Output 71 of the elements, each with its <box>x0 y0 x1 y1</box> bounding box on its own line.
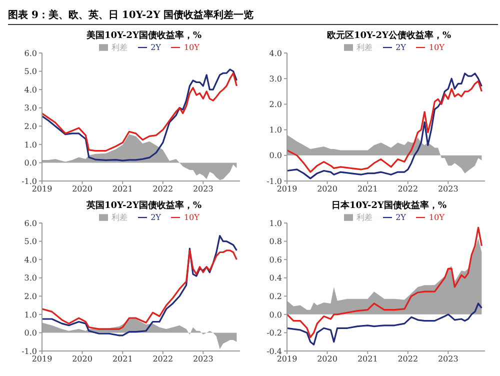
chart-title: 欧元区10Y-2Y公债收益率，% <box>326 29 452 41</box>
legend-label: 利差 <box>112 213 128 222</box>
y-tick-label: 0.0 <box>24 158 37 168</box>
y-tick-label: 3.0 <box>24 104 37 113</box>
line-series <box>287 302 482 346</box>
y-tick-label: 1.0 <box>269 218 282 228</box>
y-tick-label: 4.0 <box>24 255 37 264</box>
y-tick-label: 5.0 <box>24 67 37 76</box>
x-tick-label: 2021 <box>112 184 133 194</box>
line-series <box>42 250 238 330</box>
y-tick-label: -0.2 <box>266 328 282 338</box>
x-tick-label: 2020 <box>72 184 92 194</box>
y-tick-label: -1.0 <box>22 346 37 356</box>
legend-label: 2Y <box>150 213 161 222</box>
chart-title: 美国10Y-2Y国债收益率，% <box>85 29 203 41</box>
y-tick-label: 0.4 <box>269 274 282 283</box>
y-tick-label: 5.0 <box>24 237 37 246</box>
y-tick-label: 2.0 <box>24 122 37 131</box>
x-tick-label: 2023 <box>192 184 214 194</box>
legend-label: 10Y <box>184 43 200 52</box>
y-tick-label: -1.0 <box>22 176 37 186</box>
legend-label: 利差 <box>112 43 128 52</box>
legend-label: 2Y <box>150 43 161 52</box>
y-tick-label: 0.0 <box>269 151 282 160</box>
y-tick-label: 6.0 <box>24 48 37 58</box>
y-tick-label: 4.0 <box>269 48 282 58</box>
x-tick-label: 2023 <box>192 354 214 364</box>
line-series <box>287 226 482 338</box>
y-tick-label: 1.0 <box>269 126 282 135</box>
legend-label: 利差 <box>356 213 373 222</box>
x-tick-label: 2022 <box>398 184 418 194</box>
x-tick-label: 2020 <box>317 184 338 194</box>
x-tick-label: 2019 <box>32 354 52 364</box>
x-tick-label: 2019 <box>276 184 298 194</box>
legend-label: 10Y <box>428 43 444 52</box>
x-tick-label: 2023 <box>438 184 458 194</box>
x-tick-label: 2022 <box>398 354 418 364</box>
line-series <box>42 235 238 336</box>
y-tick-label: 0.0 <box>24 328 37 338</box>
text: 图表 9：美、欧、英、日 10Y-2Y 国债收益率利差一览 <box>8 8 498 25</box>
legend-label: 利差 <box>356 43 373 52</box>
y-tick-label: 0.6 <box>269 255 282 264</box>
y-tick-label: 2.0 <box>269 100 282 110</box>
y-tick-label: 3.0 <box>24 274 37 283</box>
chart-title: 日本10Y-2Y国债收益率，% <box>330 199 448 211</box>
x-tick-label: 2021 <box>357 354 378 364</box>
x-tick-label: 2019 <box>32 184 52 194</box>
y-tick-label: 0.2 <box>269 292 282 301</box>
y-tick-label: -0.4 <box>266 346 282 356</box>
x-tick-label: 2021 <box>112 354 133 364</box>
y-tick-label: 1.0 <box>24 310 37 320</box>
y-tick-label: 1.0 <box>24 140 37 150</box>
y-tick-label: 6.0 <box>24 218 37 228</box>
x-tick-label: 2020 <box>72 354 92 364</box>
y-tick-label: 3.0 <box>269 74 282 84</box>
x-tick-label: 2023 <box>438 354 458 364</box>
y-tick-label: -1.0 <box>266 176 282 186</box>
legend-label: 2Y <box>396 43 406 52</box>
x-tick-label: 2022 <box>152 354 174 364</box>
y-tick-label: 2.0 <box>24 292 37 301</box>
legend-label: 10Y <box>428 213 444 222</box>
legend-label: 2Y <box>396 213 406 222</box>
x-tick-label: 2019 <box>276 354 298 364</box>
chart-title: 英国10Y-2Y国债收益率，% <box>85 199 203 211</box>
x-tick-label: 2020 <box>317 354 338 364</box>
y-tick-label: 0.0 <box>269 310 282 320</box>
x-tick-label: 2022 <box>152 184 174 194</box>
legend-label: 10Y <box>184 213 200 222</box>
y-tick-label: 0.8 <box>269 237 282 246</box>
x-tick-label: 2021 <box>357 184 378 194</box>
y-tick-label: 4.0 <box>24 85 37 94</box>
